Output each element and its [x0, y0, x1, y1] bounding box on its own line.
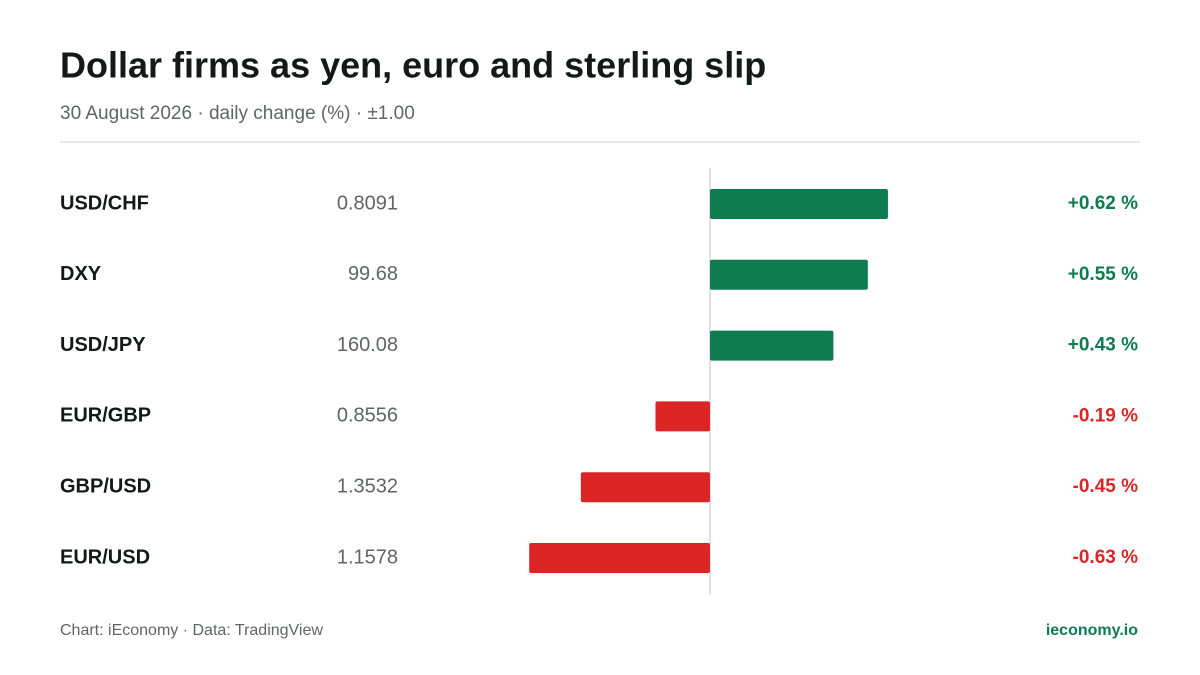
category-label: USD/JPY: [60, 334, 146, 356]
category-label: GBP/USD: [60, 475, 151, 497]
category-label: DXY: [60, 263, 102, 285]
value-label: -0.19 %: [1073, 405, 1139, 426]
value-label: +0.55 %: [1068, 264, 1138, 285]
bar: [710, 330, 834, 361]
value-label: +0.43 %: [1068, 335, 1138, 356]
bar: [655, 401, 710, 432]
chart-title: Dollar firms as yen, euro and sterling s…: [60, 45, 766, 86]
value-label: -0.45 %: [1073, 476, 1139, 497]
value-label: -0.63 %: [1073, 547, 1139, 568]
bar: [710, 189, 888, 219]
price-label: 0.8556: [337, 405, 398, 427]
bar: [580, 472, 710, 503]
value-label: +0.62 %: [1068, 193, 1138, 214]
brand: ieconomy.io: [1046, 622, 1138, 639]
price-label: 1.1578: [337, 546, 398, 568]
bar: [710, 259, 868, 290]
price-label: 160.08: [337, 334, 398, 356]
price-label: 1.3532: [337, 475, 398, 497]
category-label: EUR/USD: [60, 546, 150, 568]
bar: [529, 543, 710, 573]
category-label: USD/CHF: [60, 192, 149, 214]
price-label: 0.8091: [337, 192, 398, 214]
price-label: 99.68: [348, 263, 398, 285]
category-label: EUR/GBP: [60, 405, 151, 427]
source-note: Chart: iEconomy · Data: TradingView: [60, 622, 323, 639]
chart-subtitle: 30 August 2026 · daily change (%) · ±1.0…: [60, 103, 415, 124]
